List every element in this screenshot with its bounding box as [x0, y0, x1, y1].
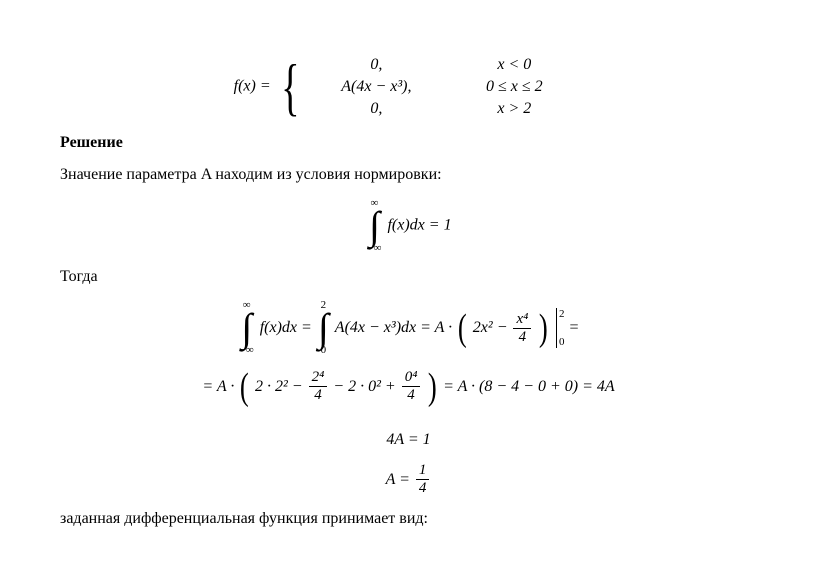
computation-line-1: ∞ ∫ −∞ f(x)dx = 2 ∫ 0 A(4x − x³)dx = A ·… [60, 300, 757, 356]
fraction: 1 4 [416, 463, 430, 496]
result-4a-eq-1: 4A = 1 [60, 431, 757, 449]
case-cond: x < 0 [445, 54, 583, 76]
case-expr: A(4x − x³), [307, 76, 445, 98]
right-paren: ) [428, 372, 437, 402]
piecewise-body: { 0, x < 0 A(4x − x³), 0 ≤ x ≤ 2 0, x > … [275, 54, 584, 120]
case-cond: 0 ≤ x ≤ 2 [445, 76, 583, 98]
integral-symbol: ∞ ∫ −∞ [367, 198, 381, 254]
fraction: x⁴ 4 [513, 312, 531, 345]
left-paren: ( [458, 313, 467, 343]
integral-body: f(x)dx = 1 [387, 217, 451, 234]
equals-a-dot: = A · [420, 319, 452, 337]
solution-heading: Решение [60, 134, 757, 152]
integrand: f(x)dx [260, 319, 297, 337]
middle-terms: − 2 · 0² + [333, 378, 395, 396]
a-equals: A = [386, 471, 410, 489]
minus: − [292, 378, 303, 396]
evaluation-bar: 2 0 [556, 308, 565, 348]
tail: = A · (8 − 4 − 0 + 0) = 4A [443, 378, 615, 396]
fraction: 0⁴ 4 [402, 370, 421, 403]
normalization-integral: ∞ ∫ −∞ f(x)dx = 1 [60, 198, 757, 254]
paragraph-normalization: Значение параметра A находим из условия … [60, 166, 757, 184]
equals: = [301, 319, 312, 337]
right-paren: ) [539, 313, 548, 343]
result-a-value: A = 1 4 [60, 463, 757, 496]
integral-symbol: 2 ∫ 0 [318, 300, 329, 356]
case-cond: x > 2 [445, 98, 583, 120]
integrand: A(4x − x³)dx [335, 319, 416, 337]
piecewise-lhs: f(x) = [234, 78, 271, 95]
left-brace: { [281, 59, 299, 115]
paragraph-then: Тогда [60, 268, 757, 286]
term: 2 · 2² [255, 378, 288, 396]
paragraph-final: заданная дифференциальная функция приним… [60, 510, 757, 528]
integral-symbol: ∞ ∫ −∞ [240, 300, 254, 356]
fraction: 2⁴ 4 [309, 370, 328, 403]
piecewise-definition: f(x) = { 0, x < 0 A(4x − x³), 0 ≤ x ≤ 2 … [60, 54, 757, 120]
case-expr: 0, [307, 98, 445, 120]
computation-line-2: = A · ( 2 · 2² − 2⁴ 4 − 2 · 0² + 0⁴ 4 ) … [60, 370, 757, 403]
term: 2x² [473, 319, 493, 337]
lead: = A · [202, 378, 234, 396]
case-expr: 0, [307, 54, 445, 76]
left-paren: ( [240, 372, 249, 402]
tail-equals: = [569, 319, 580, 337]
minus: − [497, 319, 508, 337]
